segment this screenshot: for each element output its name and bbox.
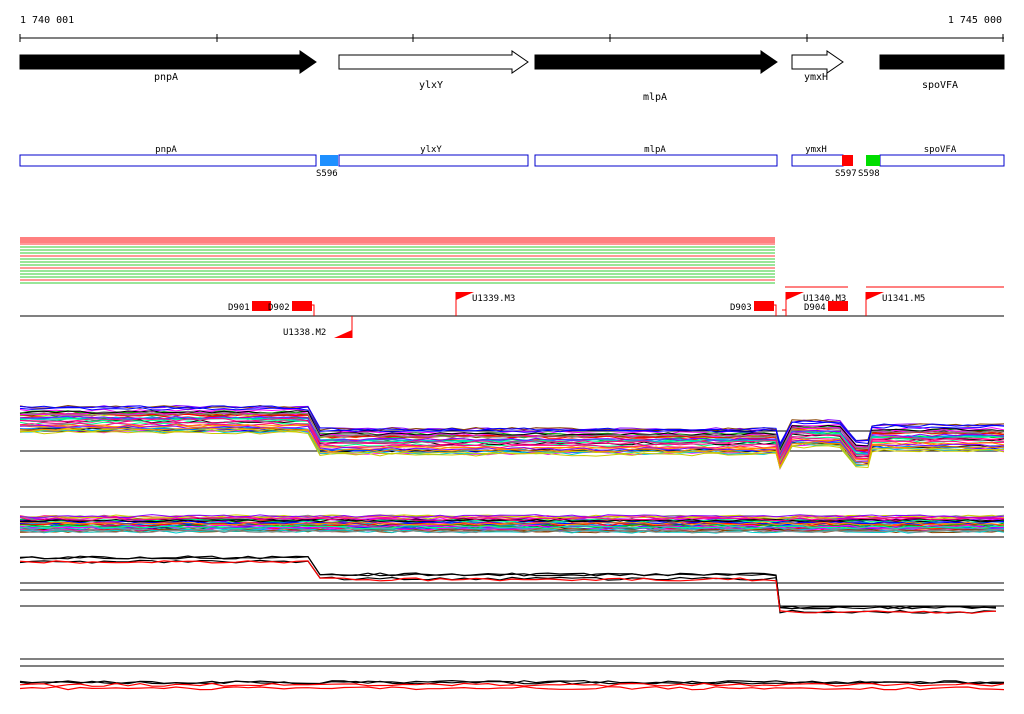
profile-line	[19, 514, 1005, 518]
dbox-D901[interactable]	[252, 301, 271, 311]
feature-track: D901 D902 D903 D904 U1338.M2 U1339.M3	[20, 286, 1004, 338]
profile-line	[19, 424, 1005, 464]
marker-label-S598: S598	[858, 169, 880, 179]
expression-plot-1	[19, 404, 1005, 470]
flag-label-U1338: U1338.M2	[283, 328, 326, 338]
region-label-pnpA: pnpA	[155, 145, 177, 155]
profile-line	[19, 682, 1005, 688]
flag-U1340[interactable]	[785, 292, 804, 316]
flag-U1341[interactable]	[865, 292, 884, 316]
profile-line	[19, 555, 997, 610]
profile-line	[19, 555, 997, 610]
profile-line	[19, 529, 1005, 534]
region-label-ylxY: ylxY	[420, 145, 442, 155]
profile-line	[19, 411, 1005, 453]
gene-track: pnpA ylxY mlpA ymxH spoVFA	[19, 50, 1005, 103]
expression-plot-2	[19, 506, 1005, 538]
profile-line	[19, 686, 1005, 691]
profile-line	[19, 424, 1005, 467]
profile-line	[19, 679, 1005, 685]
marker-S597[interactable]	[842, 155, 853, 166]
gene-arrow-ylxY[interactable]	[338, 50, 529, 74]
region-box-ymxH[interactable]	[791, 154, 844, 167]
flag-label-U1339: U1339.M3	[472, 294, 515, 304]
dbox-label-D901: D901	[228, 303, 250, 313]
region-label-mlpA: mlpA	[644, 145, 666, 155]
coord-end-label: 1 745 000	[948, 15, 1002, 26]
marker-label-S596: S596	[316, 169, 338, 179]
region-box-ylxY[interactable]	[338, 154, 529, 167]
gene-label-pnpA: pnpA	[154, 72, 178, 83]
coord-start-label: 1 740 001	[20, 15, 74, 26]
flag-label-U1340: U1340.M3	[803, 294, 846, 304]
gene-arrow-pnpA[interactable]	[19, 50, 317, 74]
coordinate-ruler: 1 740 001 1 745 000	[19, 15, 1004, 42]
region-box-spoVFA[interactable]	[879, 154, 1005, 167]
profile-line	[19, 521, 1005, 526]
region-label-ymxH: ymxH	[805, 145, 827, 155]
profile-line	[19, 426, 1005, 468]
profile-line	[19, 430, 1005, 470]
gene-label-ymxH: ymxH	[804, 72, 828, 83]
marker-S598[interactable]	[866, 155, 880, 166]
flag-U1338[interactable]	[334, 316, 353, 338]
marker-label-S597: S597	[835, 169, 857, 179]
profile-line	[19, 406, 1005, 448]
marker-S596[interactable]	[320, 155, 338, 166]
annotation-track: pnpA ylxY mlpA ymxH spoVFA S596 S597 S59…	[19, 145, 1005, 179]
expression-plot-3	[19, 555, 1004, 614]
dbox-label-D904: D904	[804, 303, 826, 313]
dbox-D903[interactable]	[754, 301, 774, 311]
gene-arrow-mlpA[interactable]	[534, 50, 778, 74]
gene-arrow-ymxH[interactable]	[791, 50, 844, 74]
gene-label-ylxY: ylxY	[419, 80, 443, 91]
profile-line	[19, 517, 1005, 522]
profile-line	[19, 417, 1005, 460]
expression-plot-4	[19, 658, 1005, 691]
region-label-spoVFA: spoVFA	[924, 145, 957, 155]
gene-arrow-spoVFA[interactable]	[879, 54, 1005, 70]
profile-line	[19, 525, 1005, 530]
profile-line	[19, 415, 1005, 457]
dbox-D902[interactable]	[292, 301, 312, 311]
dbox-label-D903: D903	[730, 303, 752, 313]
region-box-mlpA[interactable]	[534, 154, 778, 167]
profile-line	[19, 560, 997, 614]
gene-label-spoVFA: spoVFA	[922, 80, 958, 91]
dbox-label-D902: D902	[268, 303, 290, 313]
read-alignment-track	[20, 237, 775, 284]
profile-line	[19, 559, 997, 614]
profile-line	[19, 680, 1005, 685]
gene-label-mlpA: mlpA	[643, 92, 667, 103]
profile-line	[19, 412, 1005, 454]
profile-line	[19, 523, 1005, 528]
dbox-D904[interactable]	[828, 301, 848, 311]
region-box-pnpA[interactable]	[19, 154, 317, 167]
flag-label-U1341: U1341.M5	[882, 294, 925, 304]
profile-line	[19, 405, 1005, 445]
flag-U1339[interactable]	[455, 292, 474, 316]
